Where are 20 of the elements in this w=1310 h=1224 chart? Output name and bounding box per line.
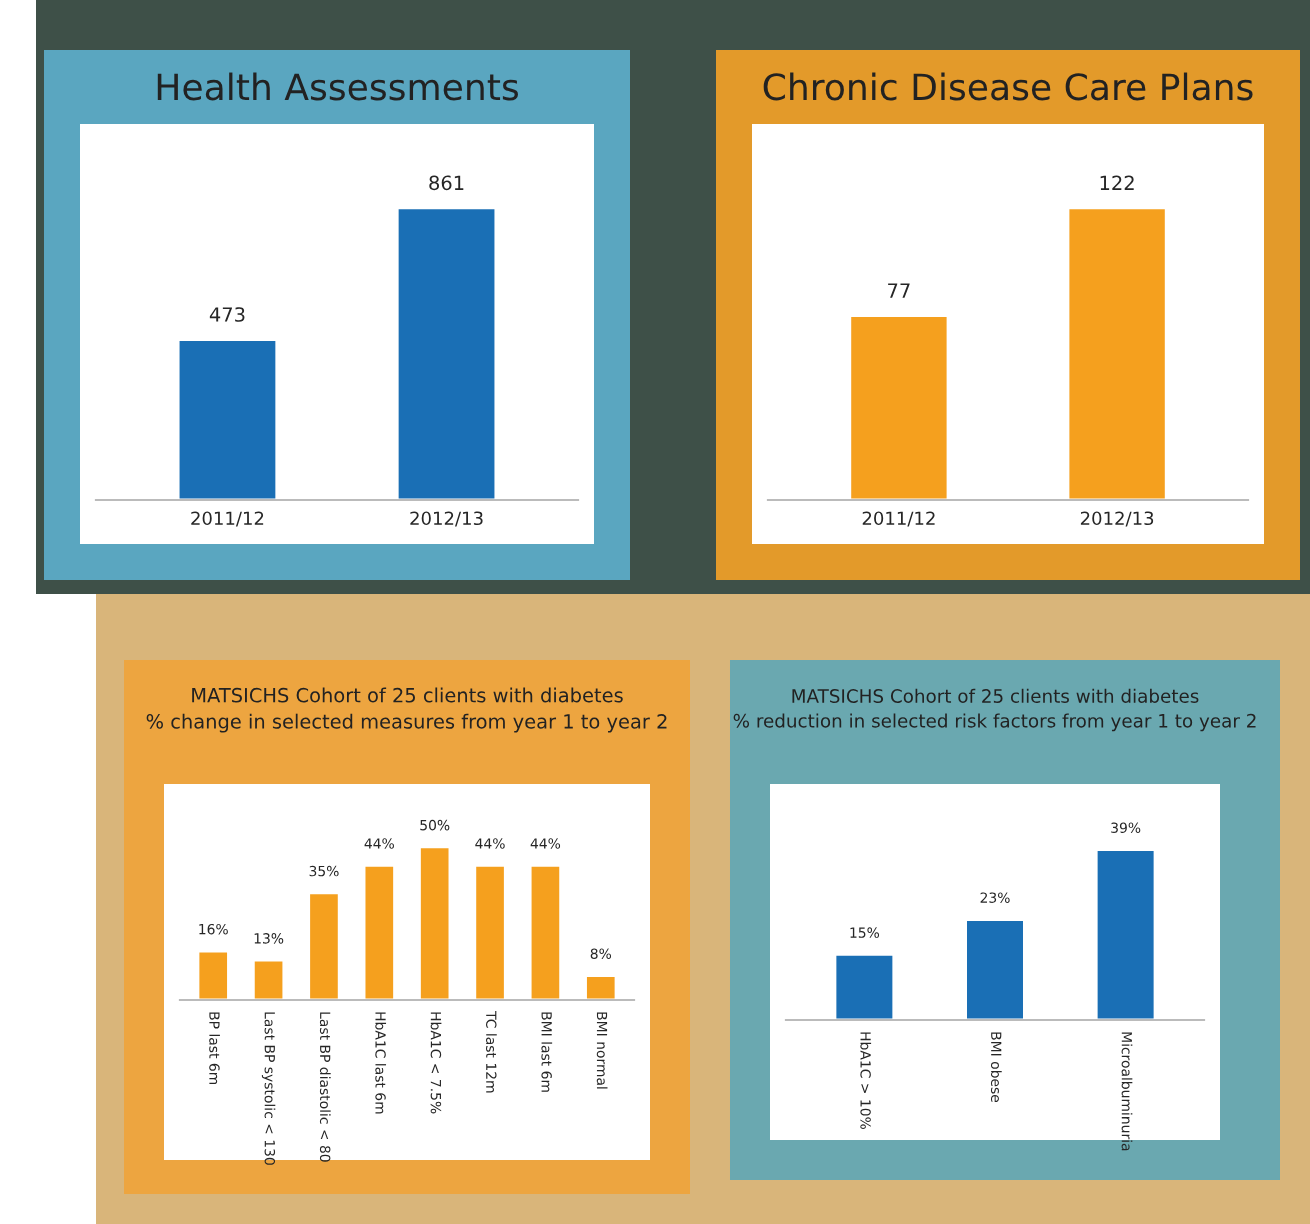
data-label: 77 [888,283,910,298]
chart-title: MATSICHS Cohort of 25 clients with diabetes % reduction in selected risk factors from year 1 to year 2 [733,688,1256,732]
data-label: 122 [1100,175,1134,190]
bar [196,949,230,1000]
chart-title: MATSICHS Cohort of 25 clients with diabetes % change in selected measures from year 1 to year 2 [146,687,667,733]
chart-title: Health Assessments [157,72,518,101]
x-tick-label: 2011/12 [862,511,935,527]
x-tick-label: 2011/12 [191,511,264,527]
x-tick-label: 2012/13 [410,511,483,527]
x-tick-label: 2012/13 [1080,511,1154,527]
bar [307,891,341,1000]
bar [584,974,618,1000]
data-label: 473 [209,307,245,322]
bar [473,863,507,1000]
data-label: 861 [429,175,464,191]
bar [528,863,563,1000]
bar [418,845,452,1000]
bar [362,863,396,1000]
chart-title: Chronic Disease Care Plans [763,72,1253,101]
bar [251,958,286,1000]
